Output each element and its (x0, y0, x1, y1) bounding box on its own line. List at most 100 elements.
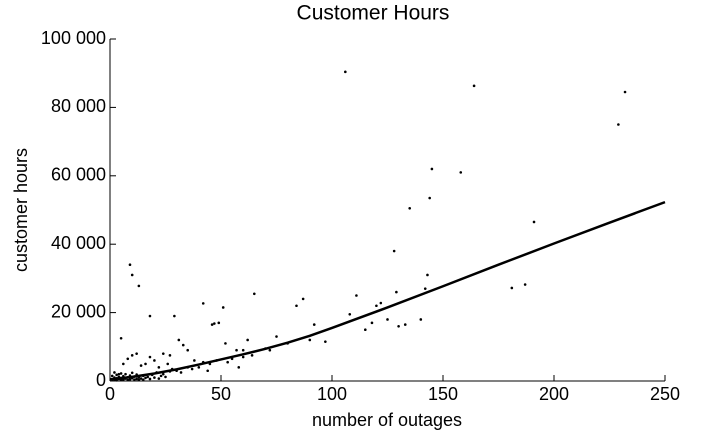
point (148, 314, 152, 318)
point (241, 348, 245, 352)
point (348, 313, 352, 316)
y-tick-label: 100 000 (41, 28, 106, 48)
point (386, 318, 389, 321)
point (250, 354, 254, 357)
point (423, 287, 427, 290)
point (179, 371, 183, 374)
point (164, 375, 167, 379)
point (144, 376, 147, 380)
y-axis-label: customer hours (11, 148, 31, 272)
point (130, 371, 134, 375)
point (124, 372, 127, 376)
point (510, 286, 514, 290)
point (241, 355, 245, 359)
point (355, 294, 358, 297)
point (419, 318, 423, 321)
point (472, 84, 476, 88)
point (122, 362, 125, 366)
point (137, 378, 141, 382)
point (186, 348, 189, 352)
point (295, 304, 298, 308)
point (161, 352, 165, 355)
point (201, 302, 205, 305)
point (166, 362, 170, 366)
point (217, 321, 221, 325)
point (153, 376, 156, 379)
x-tick-label: 100 (317, 384, 347, 404)
point (177, 338, 181, 342)
point (148, 377, 152, 381)
point (115, 373, 118, 377)
point (159, 374, 163, 378)
point (193, 359, 196, 362)
point (110, 374, 114, 378)
point (395, 290, 398, 294)
point (130, 354, 134, 357)
point (133, 378, 136, 381)
point (148, 355, 152, 359)
point (312, 323, 316, 326)
point (268, 348, 272, 352)
point (128, 263, 132, 267)
point (139, 364, 143, 367)
point (397, 324, 400, 328)
point (392, 249, 396, 253)
point (190, 367, 194, 371)
x-tick-label: 250 (650, 384, 680, 404)
point (430, 167, 434, 171)
point (119, 336, 123, 340)
point (532, 220, 536, 224)
point (173, 314, 176, 318)
point (206, 369, 209, 373)
point (157, 377, 161, 380)
point (275, 335, 278, 338)
point (137, 284, 141, 288)
point (617, 123, 620, 126)
point (197, 366, 201, 369)
point (119, 372, 123, 375)
point (126, 357, 130, 361)
point (213, 322, 216, 325)
point (408, 206, 412, 210)
point (210, 323, 214, 326)
point (146, 375, 150, 379)
fit-line (109, 200, 666, 381)
point (117, 372, 121, 376)
point (153, 359, 156, 362)
x-tick-label: 50 (211, 384, 231, 404)
point (126, 378, 130, 382)
point (301, 297, 305, 301)
y-tick-label: 80 000 (51, 96, 106, 116)
point (130, 273, 134, 277)
point (253, 292, 256, 296)
point (426, 273, 429, 277)
point (181, 343, 185, 347)
point (226, 360, 229, 364)
y-tick-label: 40 000 (51, 233, 106, 253)
point (113, 371, 116, 374)
point (428, 196, 431, 200)
point (370, 321, 374, 325)
point (344, 70, 347, 74)
x-tick-label: 0 (105, 384, 115, 404)
x-tick-label: 150 (428, 384, 458, 404)
point (308, 338, 312, 342)
point (364, 328, 367, 332)
point (403, 323, 407, 326)
point (523, 283, 527, 286)
chart-title: Customer Hours (297, 2, 450, 25)
point (459, 171, 463, 174)
point (324, 340, 327, 343)
point (379, 301, 383, 305)
point (224, 342, 227, 345)
point (221, 306, 225, 309)
point (144, 362, 147, 366)
point (139, 377, 143, 380)
y-tick-label: 0 (96, 370, 106, 390)
point (128, 377, 132, 381)
point (375, 304, 378, 308)
point (623, 90, 627, 94)
point (142, 378, 145, 381)
point (135, 377, 138, 381)
